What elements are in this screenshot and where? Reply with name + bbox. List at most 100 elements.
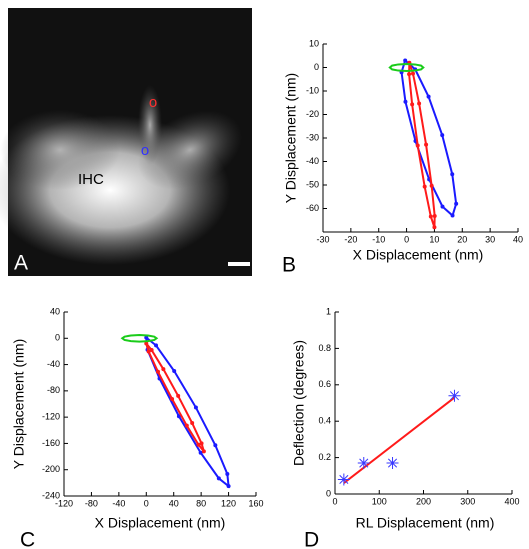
- x-axis-label: X Displacement (nm): [95, 515, 226, 531]
- y-tick-label: -20: [306, 109, 319, 119]
- y-tick-label: 0.4: [318, 416, 331, 426]
- y-tick-label: -60: [306, 203, 319, 213]
- x-tick-label: -30: [316, 234, 329, 244]
- data-line: [388, 62, 425, 73]
- x-tick-label: 400: [504, 496, 519, 506]
- point: [403, 58, 408, 63]
- point: [225, 472, 230, 477]
- point: [410, 71, 415, 76]
- x-tick-label: 300: [460, 496, 475, 506]
- point: [170, 396, 175, 401]
- point: [201, 449, 206, 454]
- point: [184, 423, 189, 428]
- point: [424, 142, 429, 147]
- point: [428, 214, 433, 219]
- y-axis-label: Y Displacement (nm): [11, 339, 27, 469]
- x-tick-label: 100: [372, 496, 387, 506]
- point: [144, 335, 149, 340]
- micrograph: [0, 8, 252, 276]
- panel-letter: C: [20, 529, 35, 549]
- data-line: [120, 333, 159, 343]
- point: [386, 457, 399, 470]
- x-tick-label: 10: [429, 234, 439, 244]
- panel-letter: A: [14, 252, 28, 275]
- x-tick-label: 40: [169, 498, 179, 508]
- point: [429, 183, 434, 188]
- data-line: [408, 62, 436, 228]
- point: [198, 450, 203, 455]
- point: [410, 102, 415, 107]
- point: [172, 369, 177, 374]
- x-tick-label: 0: [404, 234, 409, 244]
- y-tick-label: 0.8: [318, 343, 331, 353]
- point: [149, 348, 154, 353]
- point: [426, 94, 431, 99]
- y-axis-label: Deflection (degrees): [291, 340, 307, 466]
- y-tick-label: 0.6: [318, 379, 331, 389]
- point: [407, 72, 412, 77]
- y-tick-label: 1: [326, 306, 331, 316]
- y-tick-label: -30: [306, 132, 319, 142]
- point: [213, 443, 218, 448]
- y-tick-label: 0.2: [318, 452, 331, 462]
- y-tick-label: 10: [309, 38, 319, 48]
- point: [216, 476, 221, 481]
- x-tick-label: -80: [85, 498, 98, 508]
- point: [196, 442, 201, 447]
- x-tick-label: 0: [144, 498, 149, 508]
- data-line: [145, 342, 205, 452]
- point: [417, 101, 422, 106]
- point: [357, 457, 370, 470]
- y-tick-label: -160: [42, 438, 60, 448]
- point: [422, 184, 427, 189]
- y-tick-label: -200: [42, 464, 60, 474]
- x-tick-label: 20: [457, 234, 467, 244]
- y-tick-label: -40: [47, 359, 60, 369]
- y-tick-label: 40: [50, 306, 60, 316]
- x-tick-label: 160: [248, 498, 263, 508]
- point: [161, 367, 166, 372]
- point: [448, 389, 461, 402]
- y-tick-label: -80: [47, 385, 60, 395]
- panel-letter: B: [282, 254, 296, 277]
- x-axis-label: X Displacement (nm): [353, 247, 484, 263]
- y-tick-label: 0: [314, 62, 319, 72]
- point: [156, 369, 161, 374]
- point: [199, 441, 204, 446]
- point: [403, 99, 408, 104]
- data-line: [343, 396, 456, 484]
- x-tick-label: -10: [372, 234, 385, 244]
- point: [337, 473, 350, 486]
- point: [450, 172, 455, 177]
- x-tick-label: 30: [485, 234, 495, 244]
- point: [415, 143, 420, 148]
- x-tick-label: 200: [416, 496, 431, 506]
- x-tick-label: -120: [55, 498, 73, 508]
- marker-glyph: o: [149, 94, 157, 111]
- y-tick-label: -240: [42, 490, 60, 500]
- point: [144, 341, 149, 346]
- point: [432, 225, 437, 230]
- y-tick-label: -10: [306, 85, 319, 95]
- point: [176, 393, 181, 398]
- point: [440, 204, 445, 209]
- point: [454, 201, 459, 206]
- y-tick-label: 0: [326, 488, 331, 498]
- point: [440, 133, 445, 138]
- cell-label: IHC: [78, 171, 104, 188]
- marker-glyph: o: [141, 142, 149, 159]
- x-tick-label: 80: [196, 498, 206, 508]
- y-tick-label: 0: [55, 333, 60, 343]
- x-tick-label: 0: [332, 496, 337, 506]
- y-tick-label: -40: [306, 156, 319, 166]
- x-tick-label: -40: [112, 498, 125, 508]
- y-tick-label: -50: [306, 179, 319, 189]
- point: [154, 343, 159, 348]
- x-axis-label: RL Displacement (nm): [356, 515, 495, 531]
- y-axis-label: Y Displacement (nm): [283, 73, 299, 203]
- point: [190, 421, 195, 426]
- point: [226, 484, 231, 489]
- x-tick-label: -20: [344, 234, 357, 244]
- panel-letter: D: [304, 529, 319, 549]
